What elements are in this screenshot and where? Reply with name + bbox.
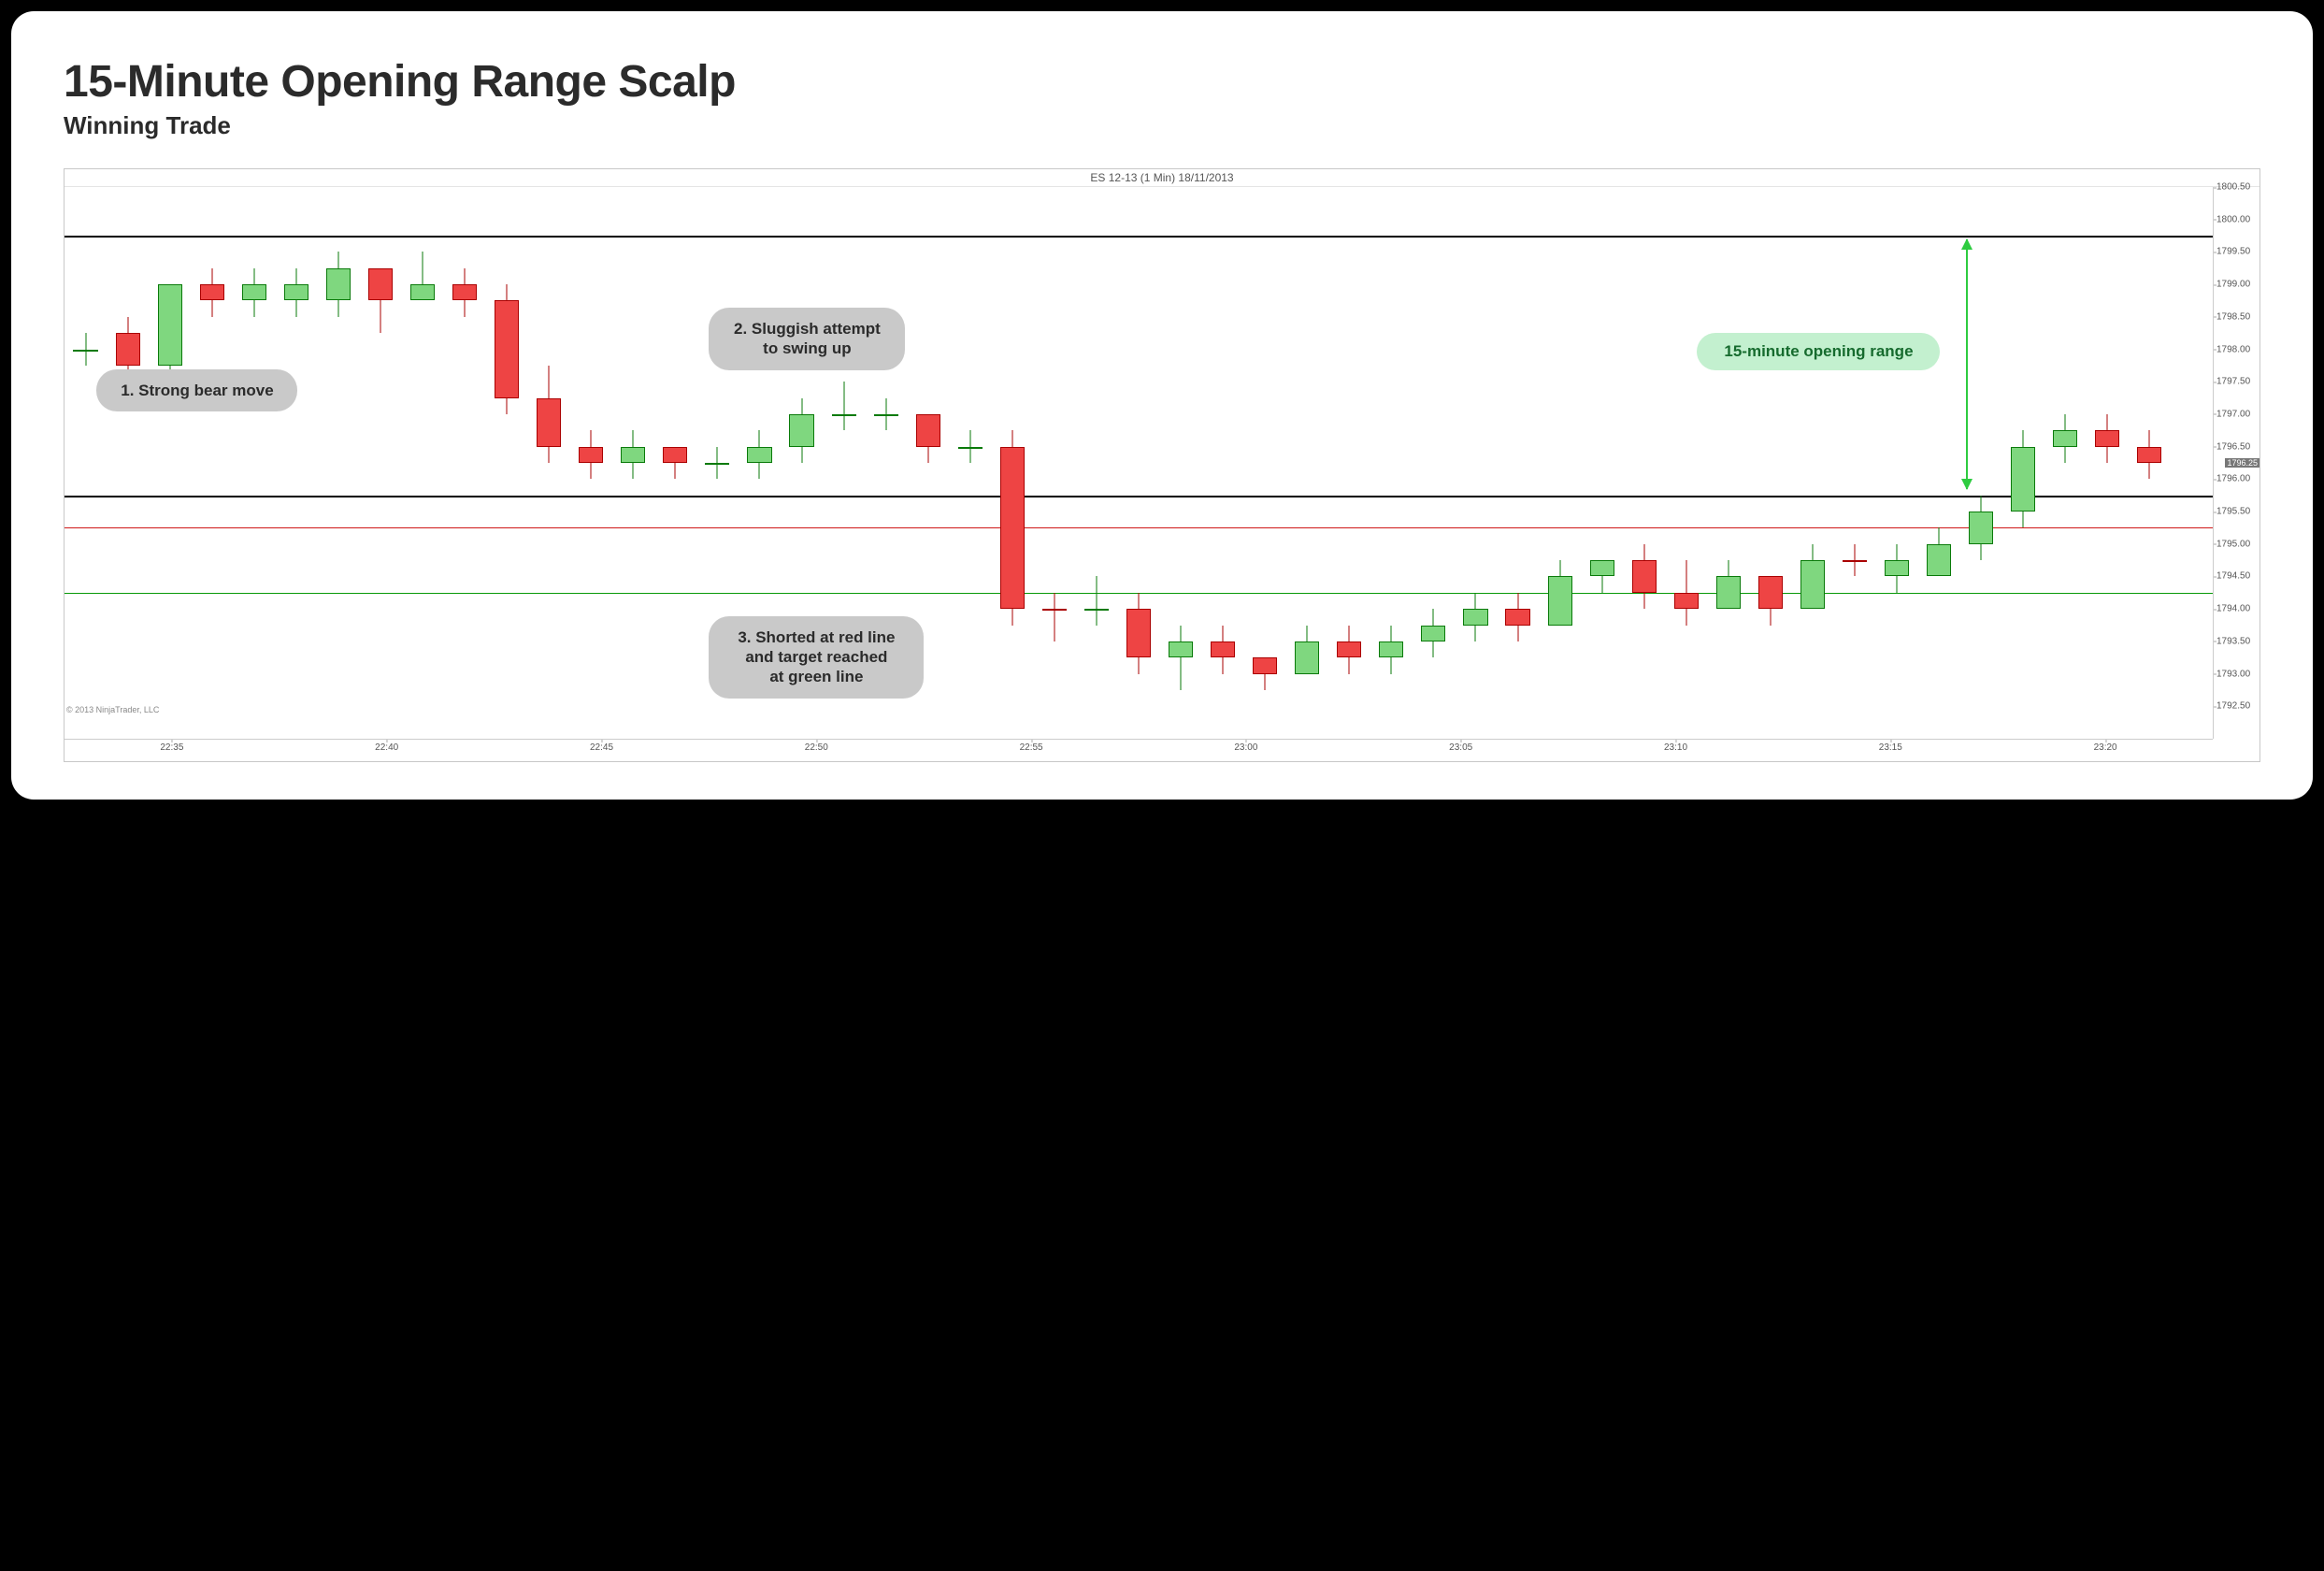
y-tick: 1797.00 (2216, 409, 2250, 419)
candle (747, 430, 771, 479)
candle (874, 398, 898, 431)
chart-container: ES 12-13 (1 Min) 18/11/2013 © 2013 Ninja… (64, 168, 2260, 762)
candle (1590, 560, 1614, 593)
candle (410, 252, 435, 300)
y-tick: 1800.50 (2216, 182, 2250, 193)
callout-c2: 2. Sluggish attemptto swing up (709, 308, 905, 370)
y-tick: 1796.00 (2216, 474, 2250, 484)
x-tick: 22:45 (590, 742, 613, 753)
x-tick: 23:05 (1449, 742, 1472, 753)
candle (2137, 430, 2161, 479)
candle (1211, 626, 1235, 674)
candle (1295, 626, 1319, 674)
candle (789, 398, 813, 463)
x-tick: 23:20 (2094, 742, 2117, 753)
horizontal-line (65, 236, 2213, 238)
chart-plot-area: © 2013 NinjaTrader, LLC 1. Strong bear m… (65, 187, 2213, 739)
y-tick: 1794.00 (2216, 604, 2250, 614)
y-tick: 1795.00 (2216, 539, 2250, 549)
x-tick: 22:55 (1020, 742, 1043, 753)
x-tick: 23:10 (1664, 742, 1687, 753)
x-tick: 22:35 (160, 742, 183, 753)
candle (1463, 593, 1487, 641)
y-tick: 1798.50 (2216, 311, 2250, 322)
chart-x-axis: 22:35 22:40 22:45 22:50 22:55 23:00 23:05 23:10… (65, 739, 2213, 761)
candle (1758, 576, 1783, 625)
candle (1505, 593, 1529, 641)
candle (2053, 414, 2077, 463)
chart-copyright: © 2013 NinjaTrader, LLC (66, 705, 159, 714)
candle (1379, 626, 1403, 674)
candle (1337, 626, 1361, 674)
range-label: 15-minute opening range (1697, 333, 1940, 370)
candle (2095, 414, 2119, 463)
candle (1042, 593, 1067, 641)
price-marker: 1796.25 (2225, 458, 2259, 468)
candle (326, 252, 351, 316)
candle (1716, 560, 1741, 609)
candle (1169, 626, 1193, 690)
y-tick: 1799.50 (2216, 247, 2250, 257)
candle (73, 333, 97, 366)
candle (1126, 593, 1151, 674)
candle (1000, 430, 1025, 625)
candle (1421, 609, 1445, 657)
candle (1927, 527, 1951, 576)
range-arrow (1966, 239, 1968, 489)
horizontal-line (65, 496, 2213, 497)
candle (200, 268, 224, 317)
candle (958, 430, 983, 463)
candle (1843, 544, 1867, 577)
callout-c3: 3. Shorted at red lineand target reached… (709, 616, 924, 699)
candle (2011, 430, 2035, 527)
candle (242, 268, 266, 317)
x-tick: 23:00 (1234, 742, 1257, 753)
y-tick: 1796.50 (2216, 441, 2250, 452)
chart-body: © 2013 NinjaTrader, LLC 1. Strong bear m… (65, 187, 2259, 739)
y-tick: 1794.50 (2216, 571, 2250, 582)
y-tick: 1793.00 (2216, 669, 2250, 679)
candle (452, 268, 477, 317)
chart-header: ES 12-13 (1 Min) 18/11/2013 (65, 169, 2259, 187)
candle (705, 447, 729, 480)
y-tick: 1800.00 (2216, 214, 2250, 224)
y-tick: 1799.00 (2216, 280, 2250, 290)
candle (579, 430, 603, 479)
page-title: 15-Minute Opening Range Scalp (64, 56, 2260, 108)
candle (1253, 657, 1277, 690)
card: 15-Minute Opening Range Scalp Winning Tr… (11, 11, 2313, 800)
candle (1885, 544, 1909, 593)
candle (1548, 560, 1572, 625)
candle (537, 366, 561, 463)
candle (284, 268, 308, 317)
candle (368, 268, 393, 333)
candle (495, 284, 519, 414)
y-tick: 1795.50 (2216, 507, 2250, 517)
x-tick: 23:15 (1879, 742, 1902, 753)
y-tick: 1792.50 (2216, 701, 2250, 712)
candle (1800, 544, 1825, 609)
candle (1632, 544, 1657, 609)
candle (621, 430, 645, 479)
candle (1674, 560, 1699, 625)
chart-y-axis: 1792.50 1793.00 1793.50 1794.00 1794.50 1795.… (2213, 187, 2259, 739)
candle (1969, 496, 1993, 560)
candle (1084, 576, 1109, 625)
candle (663, 447, 687, 480)
candle (158, 284, 182, 382)
callout-c1: 1. Strong bear move (96, 369, 297, 411)
x-tick: 22:40 (375, 742, 398, 753)
y-tick: 1798.00 (2216, 344, 2250, 354)
page-subtitle: Winning Trade (64, 111, 2260, 140)
y-tick: 1797.50 (2216, 377, 2250, 387)
candle (916, 414, 940, 463)
candle (832, 382, 856, 430)
x-tick: 22:50 (805, 742, 828, 753)
y-tick: 1793.50 (2216, 636, 2250, 646)
horizontal-line (65, 527, 2213, 528)
